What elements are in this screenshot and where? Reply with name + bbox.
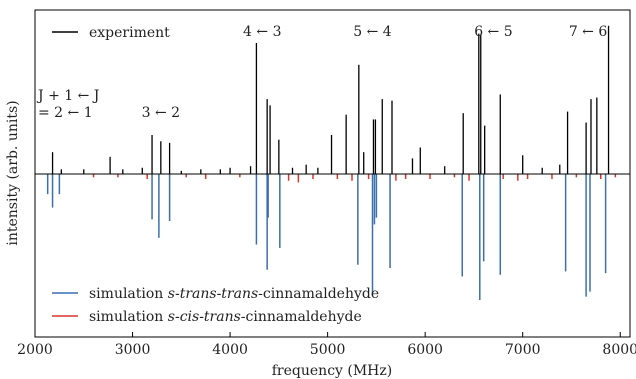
x-tick-label: 7000 [505,342,541,358]
x-tick-label: 6000 [407,342,443,358]
band-label: 3 ← 2 [142,105,180,121]
band-label-line2: = 2 ← 1 [38,105,93,121]
band-label: 7 ← 6 [569,24,608,40]
x-axis-label: frequency (MHz) [272,363,392,379]
legend-simulations: simulation s-trans-trans-cinnamaldehyde … [52,286,379,325]
x-axis-ticks: 2000 3000 4000 5000 6000 7000 8000 [17,332,636,358]
legend-experiment: experiment [52,25,170,41]
legend-label-cis-trans: simulation s-cis-trans-cinnamaldehyde [89,309,362,325]
x-tick-label: 3000 [115,342,151,358]
legend-label-trans-trans-suffix: -cinnamaldehyde [258,286,379,302]
legend-label-trans-trans-prefix: simulation [89,286,168,302]
legend-label-experiment: experiment [89,25,170,41]
band-labels: J + 1 ← J= 2 ← 1 3 ← 2 4 ← 3 5 ← 4 6 ← 5 7 ← … [36,24,607,121]
legend-label-cis-trans-italic: s-cis-trans [168,309,241,325]
legend-label-trans-trans: simulation s-trans-trans-cinnamaldehyde [89,286,379,302]
x-tick-label: 2000 [17,342,53,358]
x-tick-label: 8000 [602,342,636,358]
y-axis-label: intensity (arb. units) [5,100,21,245]
legend-label-trans-trans-italic: s-trans-trans [168,286,258,302]
band-label: 5 ← 4 [353,24,392,40]
band-label: 4 ← 3 [243,24,281,40]
legend-label-cis-trans-suffix: -cinnamaldehyde [241,309,362,325]
band-label: J + 1 ← J [36,88,99,104]
x-tick-label: 5000 [310,342,346,358]
x-tick-label: 4000 [212,342,248,358]
spectral-lines [46,25,617,300]
legend-label-cis-trans-prefix: simulation [89,309,168,325]
band-label: 6 ← 5 [474,24,512,40]
